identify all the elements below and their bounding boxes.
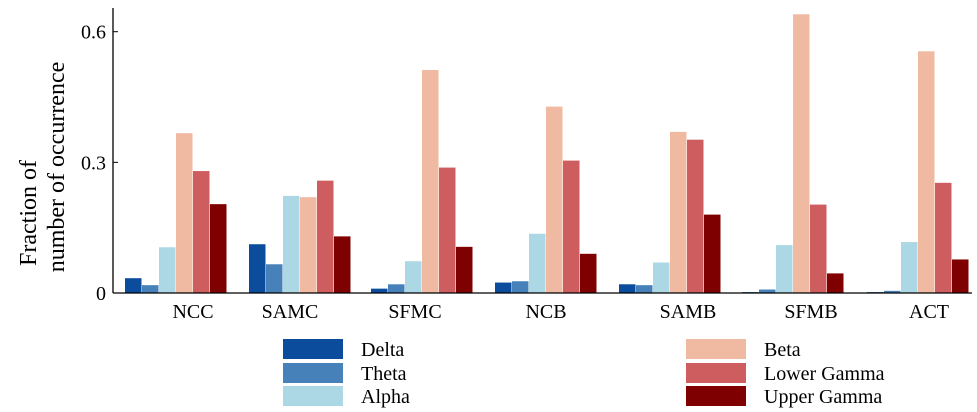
- y-axis-label-line-1: Fraction of: [16, 160, 42, 266]
- bar: [495, 282, 512, 293]
- bar: [546, 106, 563, 293]
- bar: [759, 289, 776, 293]
- bar: [918, 51, 935, 293]
- y-tick-label: 0.3: [81, 152, 106, 174]
- legend-label: Upper Gamma: [764, 386, 882, 408]
- y-axis-ticks: 0 0.3 0.6: [81, 22, 118, 305]
- bar: [142, 285, 159, 293]
- bar: [283, 195, 300, 293]
- bar: [249, 244, 266, 293]
- bars-layer: [125, 14, 969, 294]
- bar: [388, 284, 405, 293]
- bar: [653, 262, 670, 293]
- bar: [300, 197, 317, 293]
- legend-swatch: [283, 339, 343, 359]
- y-axis-label: Fraction of number of occurrence: [16, 62, 70, 273]
- bar: [439, 167, 456, 293]
- bar: [422, 70, 439, 293]
- bar: [935, 182, 952, 293]
- bar: [884, 290, 901, 293]
- bar: [210, 204, 227, 293]
- bar: [952, 259, 969, 293]
- bar: [512, 281, 529, 293]
- bar: [670, 131, 687, 293]
- legend-label: Theta: [361, 363, 407, 385]
- legend-label: Alpha: [361, 386, 410, 408]
- bar: [334, 236, 351, 293]
- y-tick-label: 0.6: [81, 22, 106, 44]
- legend-label: Delta: [361, 339, 404, 361]
- x-category-label: SAMC: [262, 301, 319, 323]
- bar: [619, 284, 636, 293]
- bar: [901, 242, 918, 293]
- x-category-label: NCC: [172, 301, 213, 323]
- bar: [371, 288, 388, 293]
- x-category-label: SFMB: [784, 301, 837, 323]
- bar: [793, 14, 810, 294]
- legend-swatch: [686, 339, 746, 359]
- bar: [317, 180, 334, 293]
- bar: [636, 285, 653, 293]
- legend-swatch: [686, 386, 746, 406]
- x-category-label: NCB: [525, 301, 566, 323]
- category-labels: NCC SAMC SFMC NCB SAMB SFMB ACT: [172, 301, 949, 323]
- bar: [776, 245, 793, 293]
- y-axis-label-line-2: number of occurrence: [44, 62, 70, 273]
- bar: [159, 247, 176, 293]
- legend-label: Beta: [764, 339, 801, 361]
- legend-swatch: [686, 363, 746, 383]
- bar: [176, 133, 193, 293]
- bar: [125, 278, 142, 293]
- bar: [687, 139, 704, 293]
- legend-label: Lower Gamma: [764, 363, 885, 385]
- bar: [580, 253, 597, 293]
- legend-swatch: [283, 363, 343, 383]
- bar: [456, 246, 473, 293]
- bar: [529, 233, 546, 293]
- x-category-label: SAMB: [660, 301, 717, 323]
- bar: [810, 204, 827, 293]
- bar: [704, 214, 721, 293]
- x-category-label: ACT: [909, 301, 949, 323]
- bar: [827, 273, 844, 293]
- bar: [266, 264, 283, 293]
- legend-swatch: [283, 386, 343, 406]
- x-category-label: SFMC: [388, 301, 441, 323]
- bar: [563, 160, 580, 293]
- axes: [112, 8, 972, 294]
- y-tick-label: 0: [96, 283, 106, 305]
- bar: [405, 261, 422, 293]
- bar: [193, 171, 210, 293]
